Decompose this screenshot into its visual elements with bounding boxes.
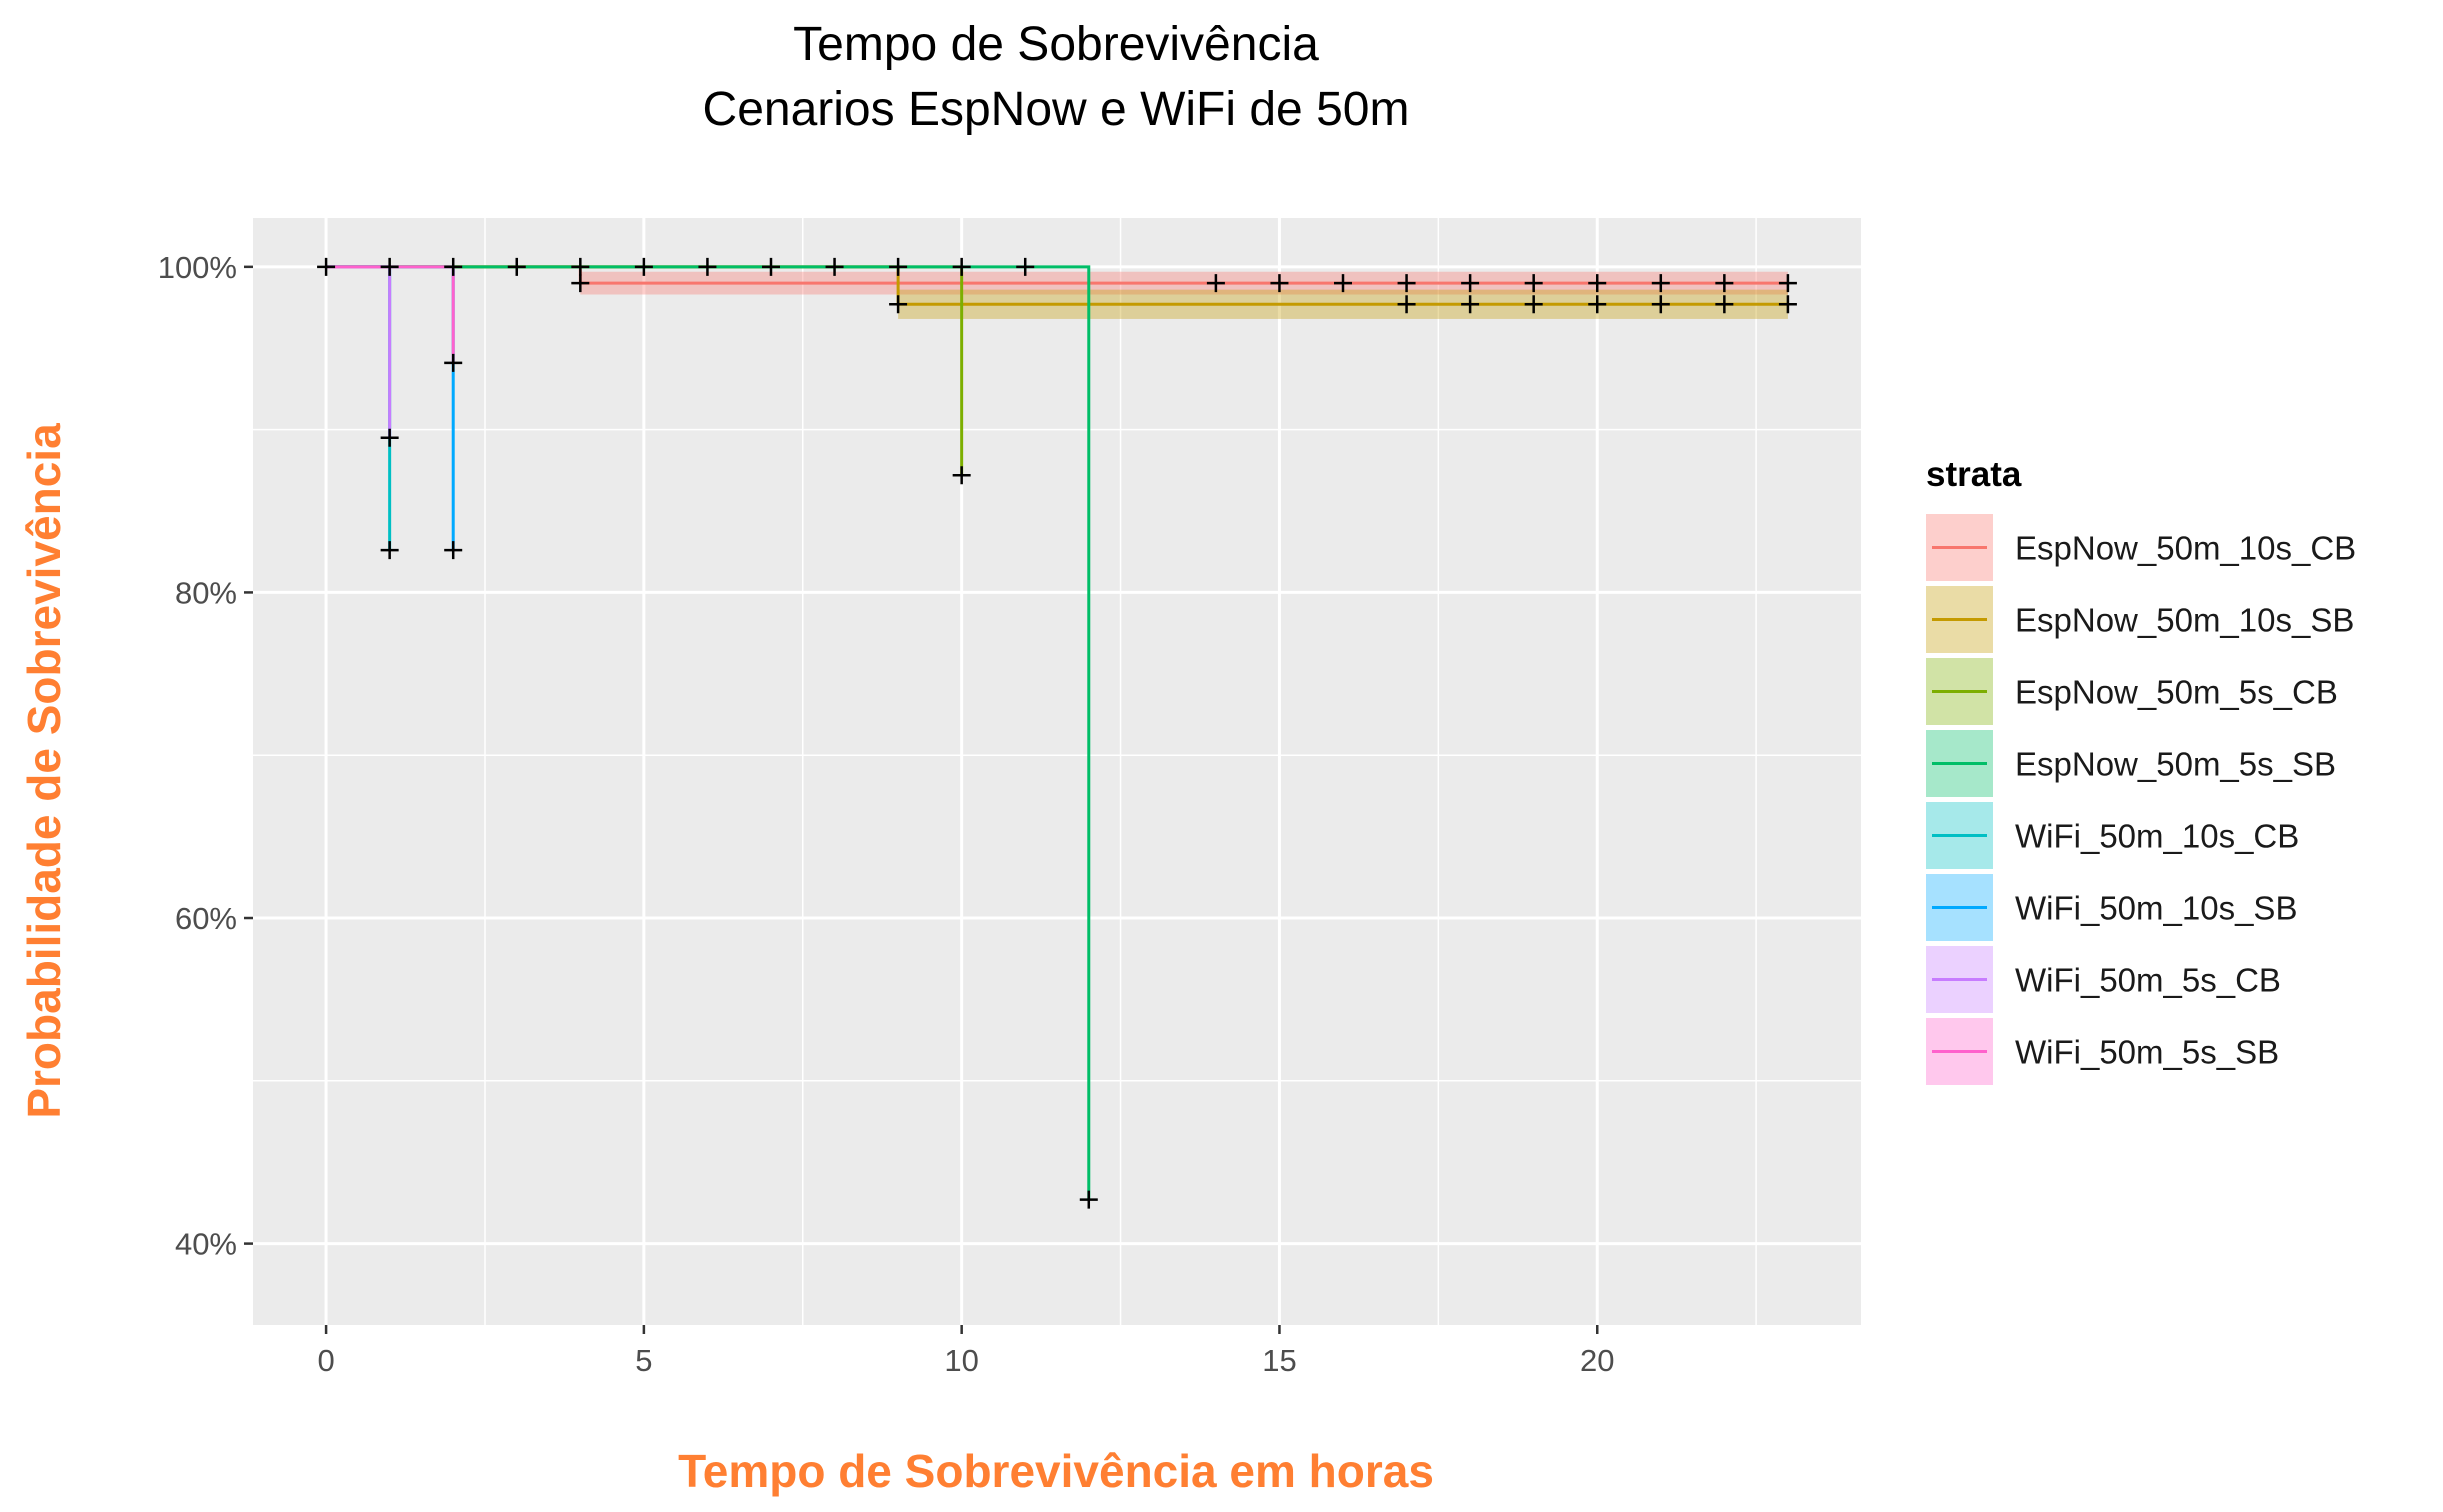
censor-mark	[507, 257, 526, 276]
censor-mark	[1270, 274, 1289, 293]
legend-label: WiFi_50m_10s_CB	[2015, 818, 2299, 855]
censor-mark	[444, 541, 463, 560]
censor-mark	[1206, 274, 1225, 293]
chart-title: Tempo de Sobrevivência	[793, 18, 1319, 71]
x-tick-label: 20	[1580, 1343, 1614, 1378]
censor-mark	[889, 295, 908, 314]
censor-mark	[1016, 257, 1035, 276]
legend-label: EspNow_50m_5s_CB	[2015, 674, 2338, 711]
y-tick-label: 60%	[175, 901, 237, 936]
x-tick-label: 0	[317, 1343, 334, 1378]
censor-mark	[761, 257, 780, 276]
censor-mark	[1334, 274, 1353, 293]
x-tick-label: 10	[944, 1343, 978, 1378]
censor-mark	[952, 466, 971, 485]
censor-mark	[380, 428, 399, 447]
censor-mark	[698, 257, 717, 276]
censor-mark	[1079, 1190, 1098, 1209]
censor-mark	[1397, 295, 1416, 314]
censor-mark	[1588, 274, 1607, 293]
legend-label: WiFi_50m_5s_SB	[2015, 1034, 2279, 1071]
censor-mark	[1715, 295, 1734, 314]
chart-subtitle: Cenarios EspNow e WiFi de 50m	[703, 83, 1410, 136]
x-tick-label: 5	[635, 1343, 652, 1378]
censor-mark	[1778, 274, 1797, 293]
censor-mark	[571, 257, 590, 276]
censor-mark	[889, 257, 908, 276]
censor-mark	[1715, 274, 1734, 293]
x-tick-label: 15	[1262, 1343, 1296, 1378]
censor-mark	[380, 541, 399, 560]
censor-mark	[1524, 274, 1543, 293]
legend-label: EspNow_50m_10s_SB	[2015, 602, 2354, 639]
censor-mark	[571, 274, 590, 293]
censor-mark	[444, 353, 463, 372]
censor-mark	[952, 257, 971, 276]
censor-mark	[1461, 295, 1480, 314]
axis-ticks: 0 5 10 15 20 40% 60% 80% 100%	[158, 250, 1615, 1378]
censor-mark	[1524, 295, 1543, 314]
y-axis-title: Probabilidade de Sobrevivência	[18, 423, 70, 1119]
plot-panel	[253, 218, 1861, 1325]
legend-title: strata	[1926, 455, 2022, 494]
censor-mark	[634, 257, 653, 276]
y-tick-label: 40%	[175, 1227, 237, 1262]
censor-mark	[380, 257, 399, 276]
censor-mark	[1651, 295, 1670, 314]
censor-mark	[825, 257, 844, 276]
censor-mark	[444, 257, 463, 276]
censor-mark	[1778, 295, 1797, 314]
legend: strata EspNow_50m_10s_CB EspNow_50m_10s_S…	[1926, 455, 2356, 1085]
y-tick-label: 80%	[175, 575, 237, 610]
legend-label: EspNow_50m_10s_CB	[2015, 530, 2356, 567]
legend-label: WiFi_50m_5s_CB	[2015, 962, 2281, 999]
censor-mark	[1461, 274, 1480, 293]
y-tick-label: 100%	[158, 250, 237, 285]
censor-mark	[1397, 274, 1416, 293]
legend-label: EspNow_50m_5s_SB	[2015, 746, 2336, 783]
censor-marks	[317, 257, 1797, 1209]
x-axis-title: Tempo de Sobrevivência em horas	[678, 1445, 1434, 1497]
legend-label: WiFi_50m_10s_SB	[2015, 890, 2297, 927]
censor-mark	[317, 257, 336, 276]
censor-mark	[1651, 274, 1670, 293]
censor-mark	[1588, 295, 1607, 314]
